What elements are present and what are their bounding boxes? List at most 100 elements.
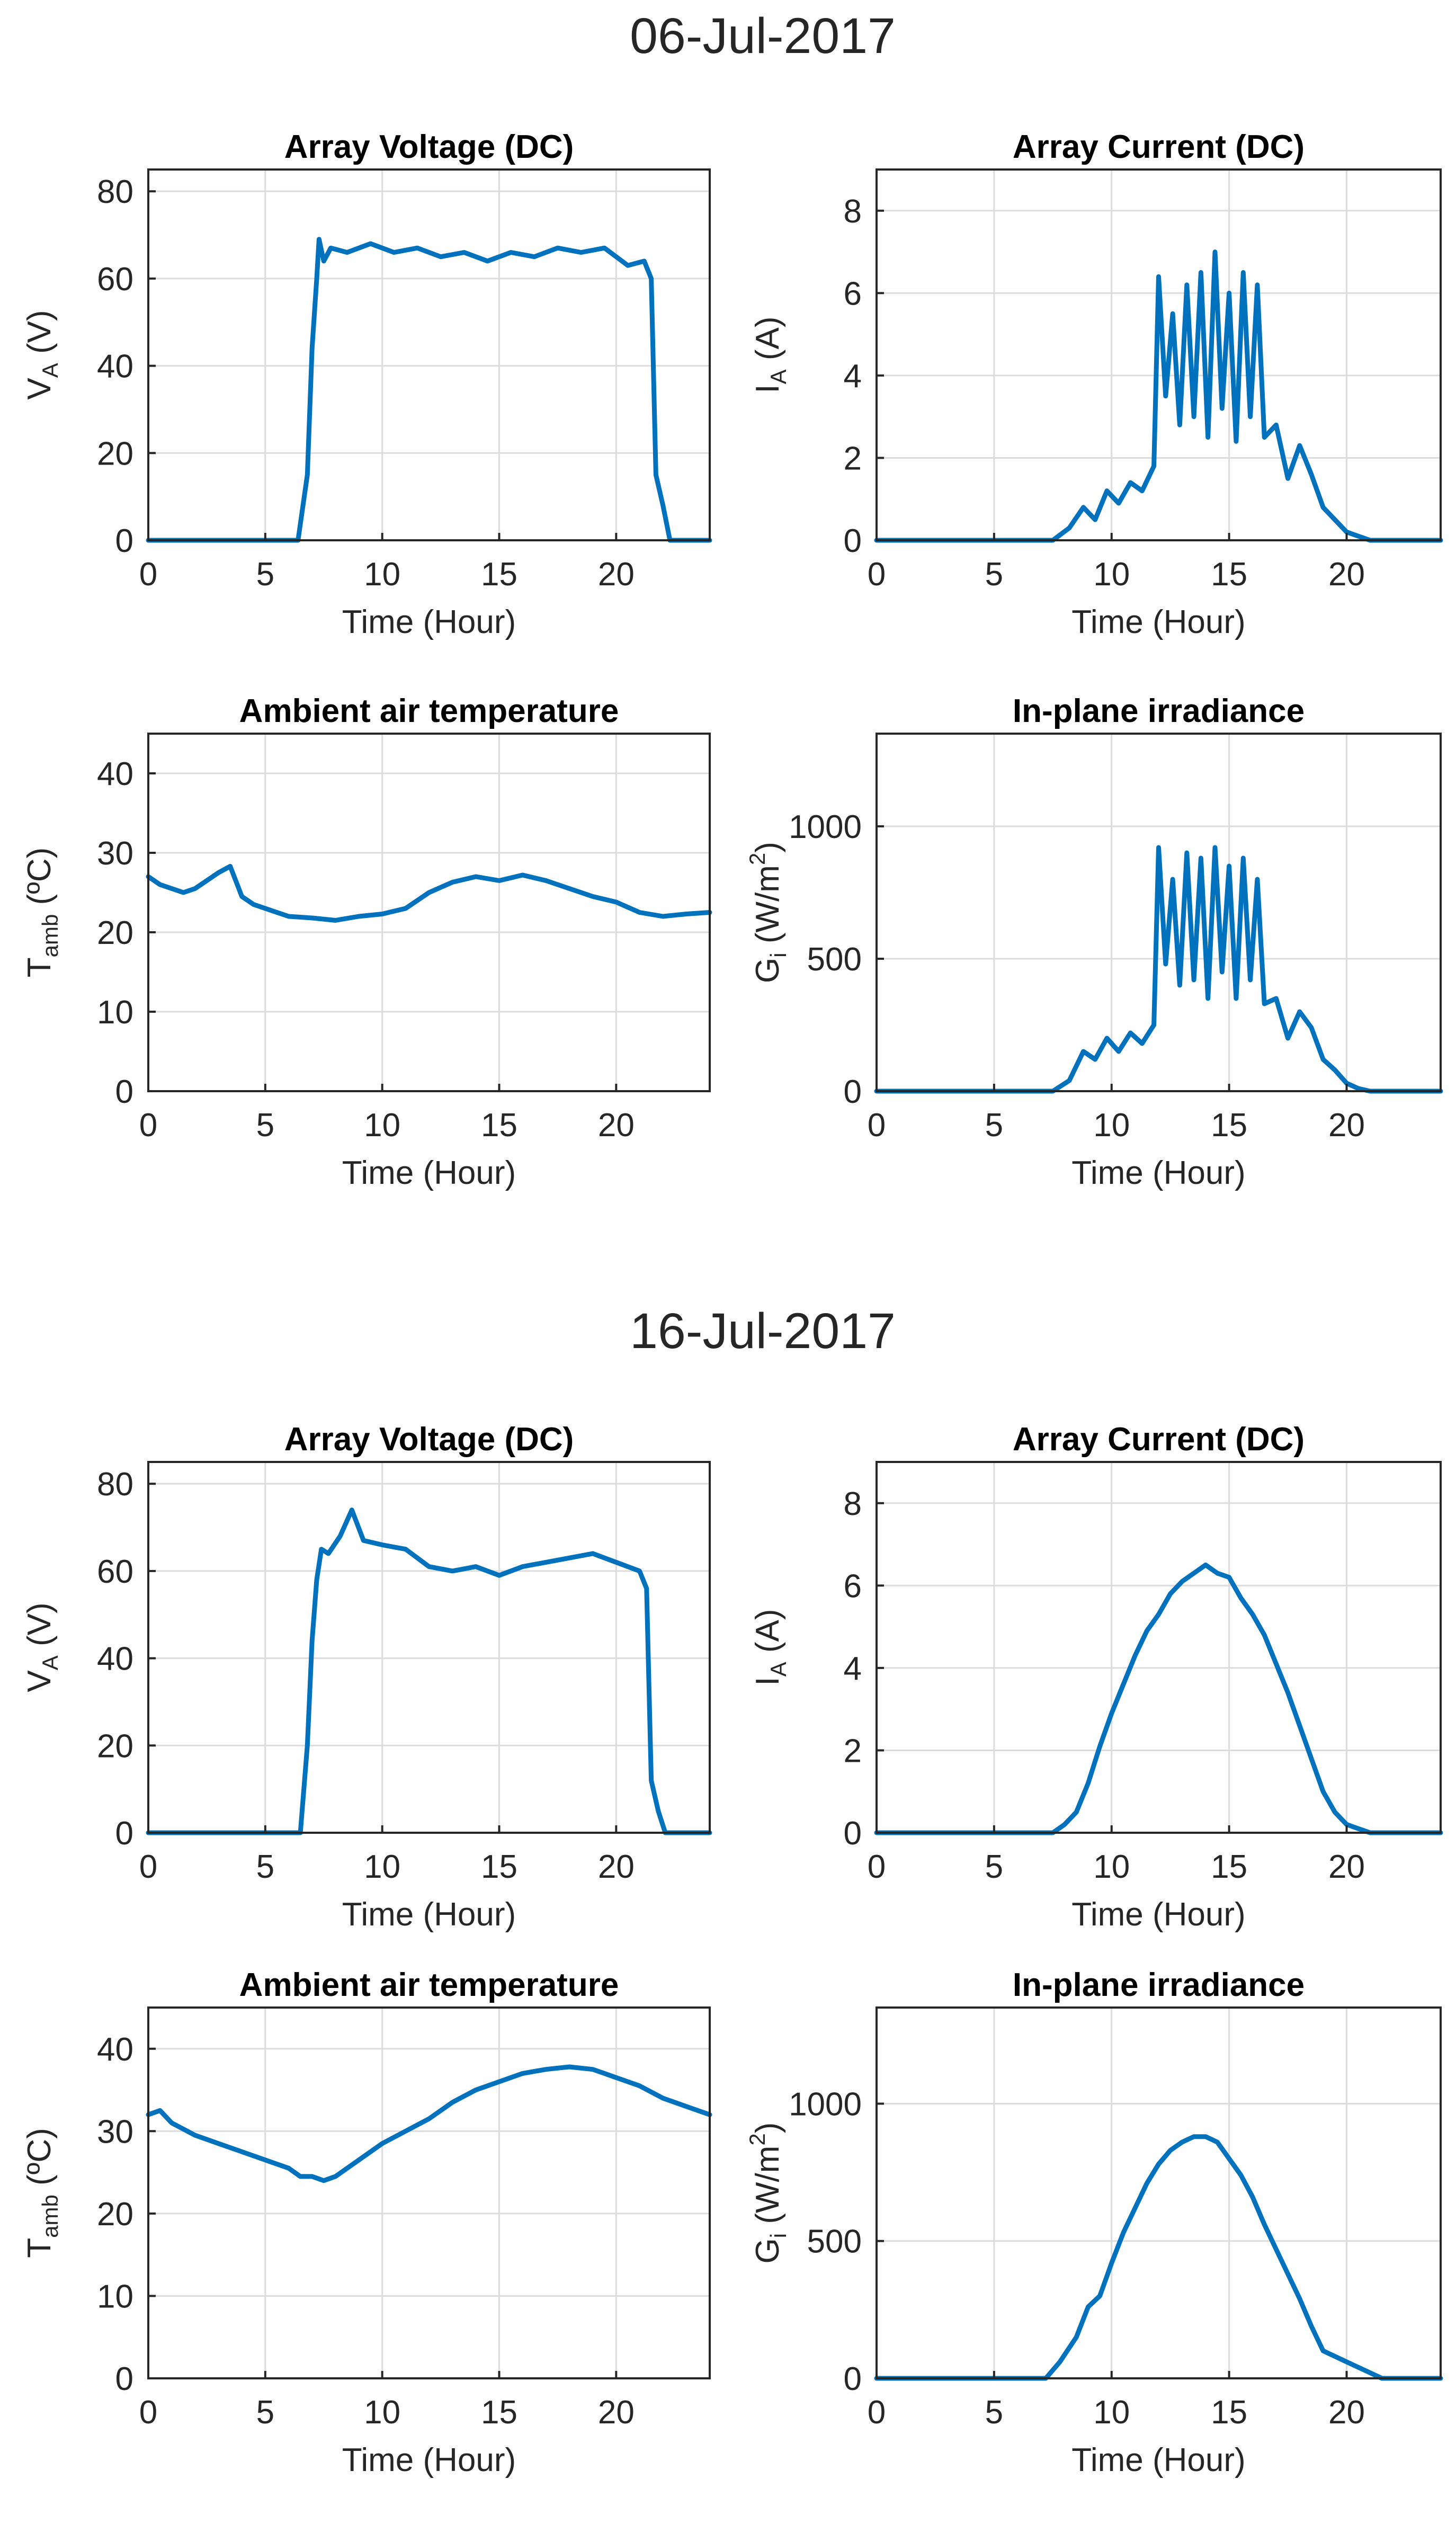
y-tick-label: 4 [844, 358, 862, 395]
series-line [146, 1508, 712, 1835]
y-tick-label: 80 [97, 1466, 133, 1503]
y-tick-label: 8 [844, 193, 862, 230]
chart-title: Ambient air temperature [239, 1967, 619, 2003]
y-label-symbol: G [749, 958, 786, 983]
chart-panel: 0 5 10 15 20 0 10 20 30 40 Ambient air temperature… [21, 1967, 712, 2478]
y-tick-label: 0 [115, 1074, 133, 1110]
x-tick-label: 10 [364, 2394, 400, 2431]
x-tick-label: 5 [985, 1849, 1003, 1885]
y-tick-label: 1000 [789, 809, 862, 845]
y-label-symbol: I [749, 384, 786, 393]
y-tick-label: 0 [844, 523, 862, 559]
chart-panel: 0 5 10 15 20 0 20 40 60 80 Array Voltage (DC) Time … [21, 129, 712, 640]
y-tick-label: 20 [97, 2196, 133, 2233]
x-axis-label: Time (Hour) [342, 2442, 516, 2478]
x-axis-label: Time (Hour) [342, 604, 516, 640]
x-tick-label: 15 [1211, 556, 1247, 593]
y-label-symbol: T [21, 2238, 58, 2258]
y-tick-label: 60 [97, 1554, 133, 1590]
axes-frame [876, 2006, 1442, 2379]
x-tick-label: 0 [139, 2394, 157, 2431]
chart-panel: 0 5 10 15 20 0 10 20 30 40 Ambient air temperature… [21, 693, 712, 1191]
y-tick-label: 4 [844, 1651, 862, 1687]
axes-frame [147, 168, 711, 541]
series-line [874, 2134, 1443, 2381]
x-axis-label: Time (Hour) [1071, 1896, 1245, 1933]
y-axis-label: Tamb (ºC) [21, 2128, 62, 2258]
y-tick-label: 8 [844, 1486, 862, 1522]
x-tick-label: 15 [1211, 1107, 1247, 1144]
y-axis-label: VA (V) [21, 1602, 62, 1692]
y-tick-label: 6 [844, 275, 862, 312]
y-label-symbol: T [21, 957, 58, 977]
y-tick-label: 10 [97, 994, 133, 1031]
chart-title: Ambient air temperature [239, 693, 619, 729]
y-label-unit: (W/m [749, 2146, 786, 2233]
y-tick-label: 40 [97, 756, 133, 792]
y-label-symbol: G [749, 2238, 786, 2263]
x-tick-label: 10 [364, 556, 400, 593]
y-label-unit: (A) [749, 1609, 786, 1662]
x-tick-label: 10 [364, 1849, 400, 1885]
x-tick-label: 20 [598, 556, 635, 593]
chart-panel: 0 5 10 15 20 0 20 40 60 80 Array Voltage (DC) Time … [21, 1421, 712, 1933]
x-tick-label: 15 [481, 1107, 517, 1144]
y-label-close: ) [749, 842, 786, 853]
y-label-symbol: V [21, 1670, 58, 1692]
axes-frame [147, 1461, 711, 1834]
x-tick-label: 20 [1328, 2394, 1365, 2431]
y-label-symbol: I [749, 1676, 786, 1685]
chart-title: In-plane irradiance [1013, 693, 1305, 729]
x-tick-label: 10 [1093, 2394, 1130, 2431]
y-tick-label: 0 [115, 523, 133, 559]
y-tick-label: 500 [807, 2224, 862, 2260]
y-label-close: ) [749, 2122, 786, 2134]
x-tick-label: 5 [256, 556, 274, 593]
y-tick-label: 80 [97, 174, 133, 210]
x-tick-label: 0 [139, 556, 157, 593]
chart-title: Array Voltage (DC) [284, 1421, 574, 1458]
chart-panel: 0 5 10 15 20 0 500 1000 In-plane irradiance Time … [745, 693, 1443, 1191]
y-label-superscript: 2 [745, 2133, 770, 2145]
y-tick-label: 0 [115, 1815, 133, 1852]
y-tick-label: 10 [97, 2278, 133, 2315]
chart-title: Array Current (DC) [1013, 129, 1305, 165]
x-tick-label: 10 [1093, 556, 1130, 593]
y-tick-label: 40 [97, 2031, 133, 2068]
chart-title: Array Voltage (DC) [284, 129, 574, 165]
chart-panel: 0 5 10 15 20 0 500 1000 In-plane irradiance Time … [745, 1967, 1443, 2478]
y-tick-label: 30 [97, 835, 133, 872]
x-tick-label: 5 [256, 1849, 274, 1885]
series-line [874, 845, 1443, 1094]
y-axis-label: Gi (W/m2) [745, 2122, 791, 2264]
axes-frame [147, 2006, 711, 2379]
x-tick-label: 15 [1211, 2394, 1247, 2431]
figure-title-bottom: 16-Jul-2017 [630, 1303, 896, 1359]
x-tick-label: 20 [598, 2394, 635, 2431]
x-tick-label: 0 [139, 1849, 157, 1885]
y-tick-label: 500 [807, 941, 862, 978]
y-axis-label: Tamb (ºC) [21, 848, 62, 978]
x-tick-label: 0 [868, 556, 886, 593]
y-label-subscript: A [38, 363, 62, 378]
x-axis-label: Time (Hour) [1071, 604, 1245, 640]
y-tick-label: 20 [97, 915, 133, 951]
axes-frame [876, 1461, 1442, 1834]
x-tick-label: 5 [985, 2394, 1003, 2431]
y-axis-label: Gi (W/m2) [745, 842, 791, 983]
y-tick-label: 2 [844, 1733, 862, 1769]
y-label-subscript: i [766, 952, 791, 957]
y-label-subscript: A [766, 369, 791, 384]
series-line [146, 237, 712, 543]
y-label-symbol: V [21, 378, 58, 400]
x-axis-label: Time (Hour) [342, 1896, 516, 1933]
chart-panel: 0 5 10 15 20 0 2 4 6 8 Array Current (DC) Time (Hou… [749, 1421, 1443, 1933]
y-label-unit: (ºC) [21, 848, 58, 914]
y-tick-label: 0 [844, 2361, 862, 2397]
y-tick-label: 20 [97, 435, 133, 472]
axes-frame [147, 733, 711, 1092]
x-tick-label: 5 [256, 2394, 274, 2431]
x-tick-label: 0 [868, 2394, 886, 2431]
y-label-subscript: A [766, 1662, 791, 1676]
x-axis-label: Time (Hour) [342, 1155, 516, 1191]
